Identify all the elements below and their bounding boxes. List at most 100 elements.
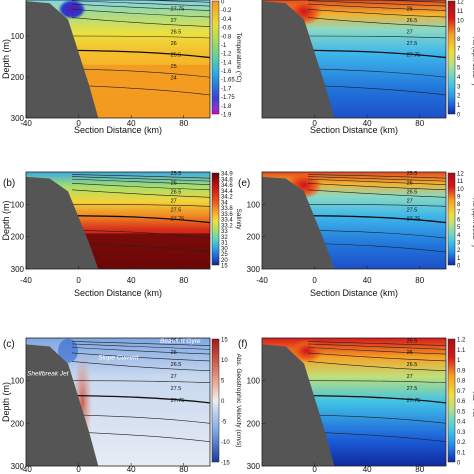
colorbar-label: ²²⁸Ra (dpm 100L⁻¹) [471,29,474,85]
colorbar-tick-label: -1.4 [221,60,232,66]
isopycnal-line [307,380,446,383]
colorbar [447,172,456,266]
x-tick-label: 40 [127,119,136,128]
isopycnal-line [71,341,210,346]
isopycnal-line [307,394,446,404]
colorbar-tick-label: 0 [221,399,225,405]
colorbar-tick-label: 6 [457,56,461,62]
x-tick-label: 40 [363,465,372,474]
panel-label-c: (c) [3,339,15,350]
isopycnal-label: 26 [171,350,177,356]
y-tick-label: 100 [11,32,25,41]
colorbar-tick-label: 0 [457,113,461,119]
annotation-label: Shelfbreak Jet [27,371,70,378]
colorbar-tick-label: 0 [221,0,225,6]
colorbar-tick-label: 34.9 [221,172,233,178]
isopycnal-line [71,380,210,383]
colorbar-tick-label: -0.4 [221,17,232,23]
shelf-slope-land [262,1,335,118]
colorbar-tick-label: 34.8 [221,177,233,183]
isopycnal-label: 27.5 [171,386,182,392]
high-salinity-layer [85,233,210,269]
colorbar-tick-label: 0.5 [457,409,466,415]
colorbar-tick-label: 34.6 [221,183,233,189]
colorbar [211,338,220,463]
isopycnal-line [307,352,446,362]
isopycnal-line [71,347,210,355]
isopycnal-line [363,0,446,3]
panel-field-a [26,0,210,118]
plot-frame [25,337,211,467]
isopycnal-line [307,229,446,239]
x-tick-label: -40 [20,276,32,285]
isopycnal-line [307,35,446,39]
colorbar-tick-label: -1.6 [221,69,232,75]
colorbar-label: Temperature (°C) [235,33,243,83]
y-tick-label: 300 [11,462,25,471]
isopycnal-label: 27 [407,374,413,380]
isopycnal-label: 25.5 [407,171,418,177]
colorbar-tick-label: 12 [457,172,464,178]
isopycnal-label: 26.5 [171,362,182,368]
x-axis-label: Section Distance (km) [74,125,162,135]
colorbar-tick-label: 0 [457,461,461,467]
isopycnal-label: 27.5 [407,207,418,213]
colorbar-tick-label: 5 [457,65,461,71]
x-tick-label: 40 [363,119,372,128]
isopycnal-line [71,17,210,27]
colorbar-tick-label: 7 [457,210,461,216]
colorbar-tick-label: 10 [457,187,464,193]
x-tick-label: 80 [179,119,188,128]
isopycnal-line [307,174,446,179]
isopycnal-line [71,215,210,224]
colorbar-tick-label: 1 [457,256,461,262]
colorbar-tick-label: 15 [221,338,228,344]
annotation-label: Beaufort Gyre [160,338,201,345]
isopycnal-label: 26 [407,7,413,13]
panel-field-d [262,0,446,118]
isopycnal-label: 27.5 [171,207,182,213]
colorbar-tick-label: 0.1 [457,450,466,456]
colorbar-tick-label: 0.9 [457,368,466,374]
cold-water-core [58,0,86,20]
colorbar-tick-label: -0.2 [221,8,232,14]
warm-atlantic-layer [75,64,210,118]
isopycnal-label: 27.75 [171,398,185,404]
panel-field-e [262,172,446,269]
colorbar [211,172,220,266]
isopycnal-line [71,394,210,404]
colorbar-tick-label: 4 [457,233,461,239]
isopycnal-line [307,183,446,191]
isopycnal-line [71,414,210,424]
shelf-slope-land [262,344,335,466]
isopycnal-label: 26 [171,41,177,47]
colorbar-tick-label: -1.8 [221,104,232,110]
isopycnal-label: 25 [171,64,177,70]
y-tick-label: 100 [11,200,25,209]
y-tick-label: 200 [11,419,25,428]
y-tick-label: 300 [11,114,25,123]
x-tick-label: 80 [415,276,424,285]
x-tick-label: 0 [312,119,317,128]
colorbar-tick-label: 2 [457,94,461,100]
shelf-slope-land [26,344,99,466]
colorbar-tick-label: 7 [457,47,461,53]
colorbar-tick-label: 30 [221,246,228,252]
panel-field-b [26,172,210,269]
isopycnal-line [307,49,446,59]
y-tick-label: 100 [11,377,25,386]
colorbar-tick-label: -1.9 [221,113,232,119]
isopycnal-label: 27 [171,198,177,204]
isopycnal-line [307,17,446,27]
isopycnal-line [127,0,210,3]
isopycnal-line [307,215,446,224]
colorbar-tick-label: 8 [457,37,461,43]
plot-frame [261,0,447,119]
colorbar-tick-label: -0.8 [221,34,232,40]
panel-label-e: (e) [238,178,250,189]
isopycnal-line [71,174,210,179]
x-tick-label: 0 [76,465,81,474]
shelf-slope-land [262,176,335,269]
isopycnal-line [71,9,210,18]
